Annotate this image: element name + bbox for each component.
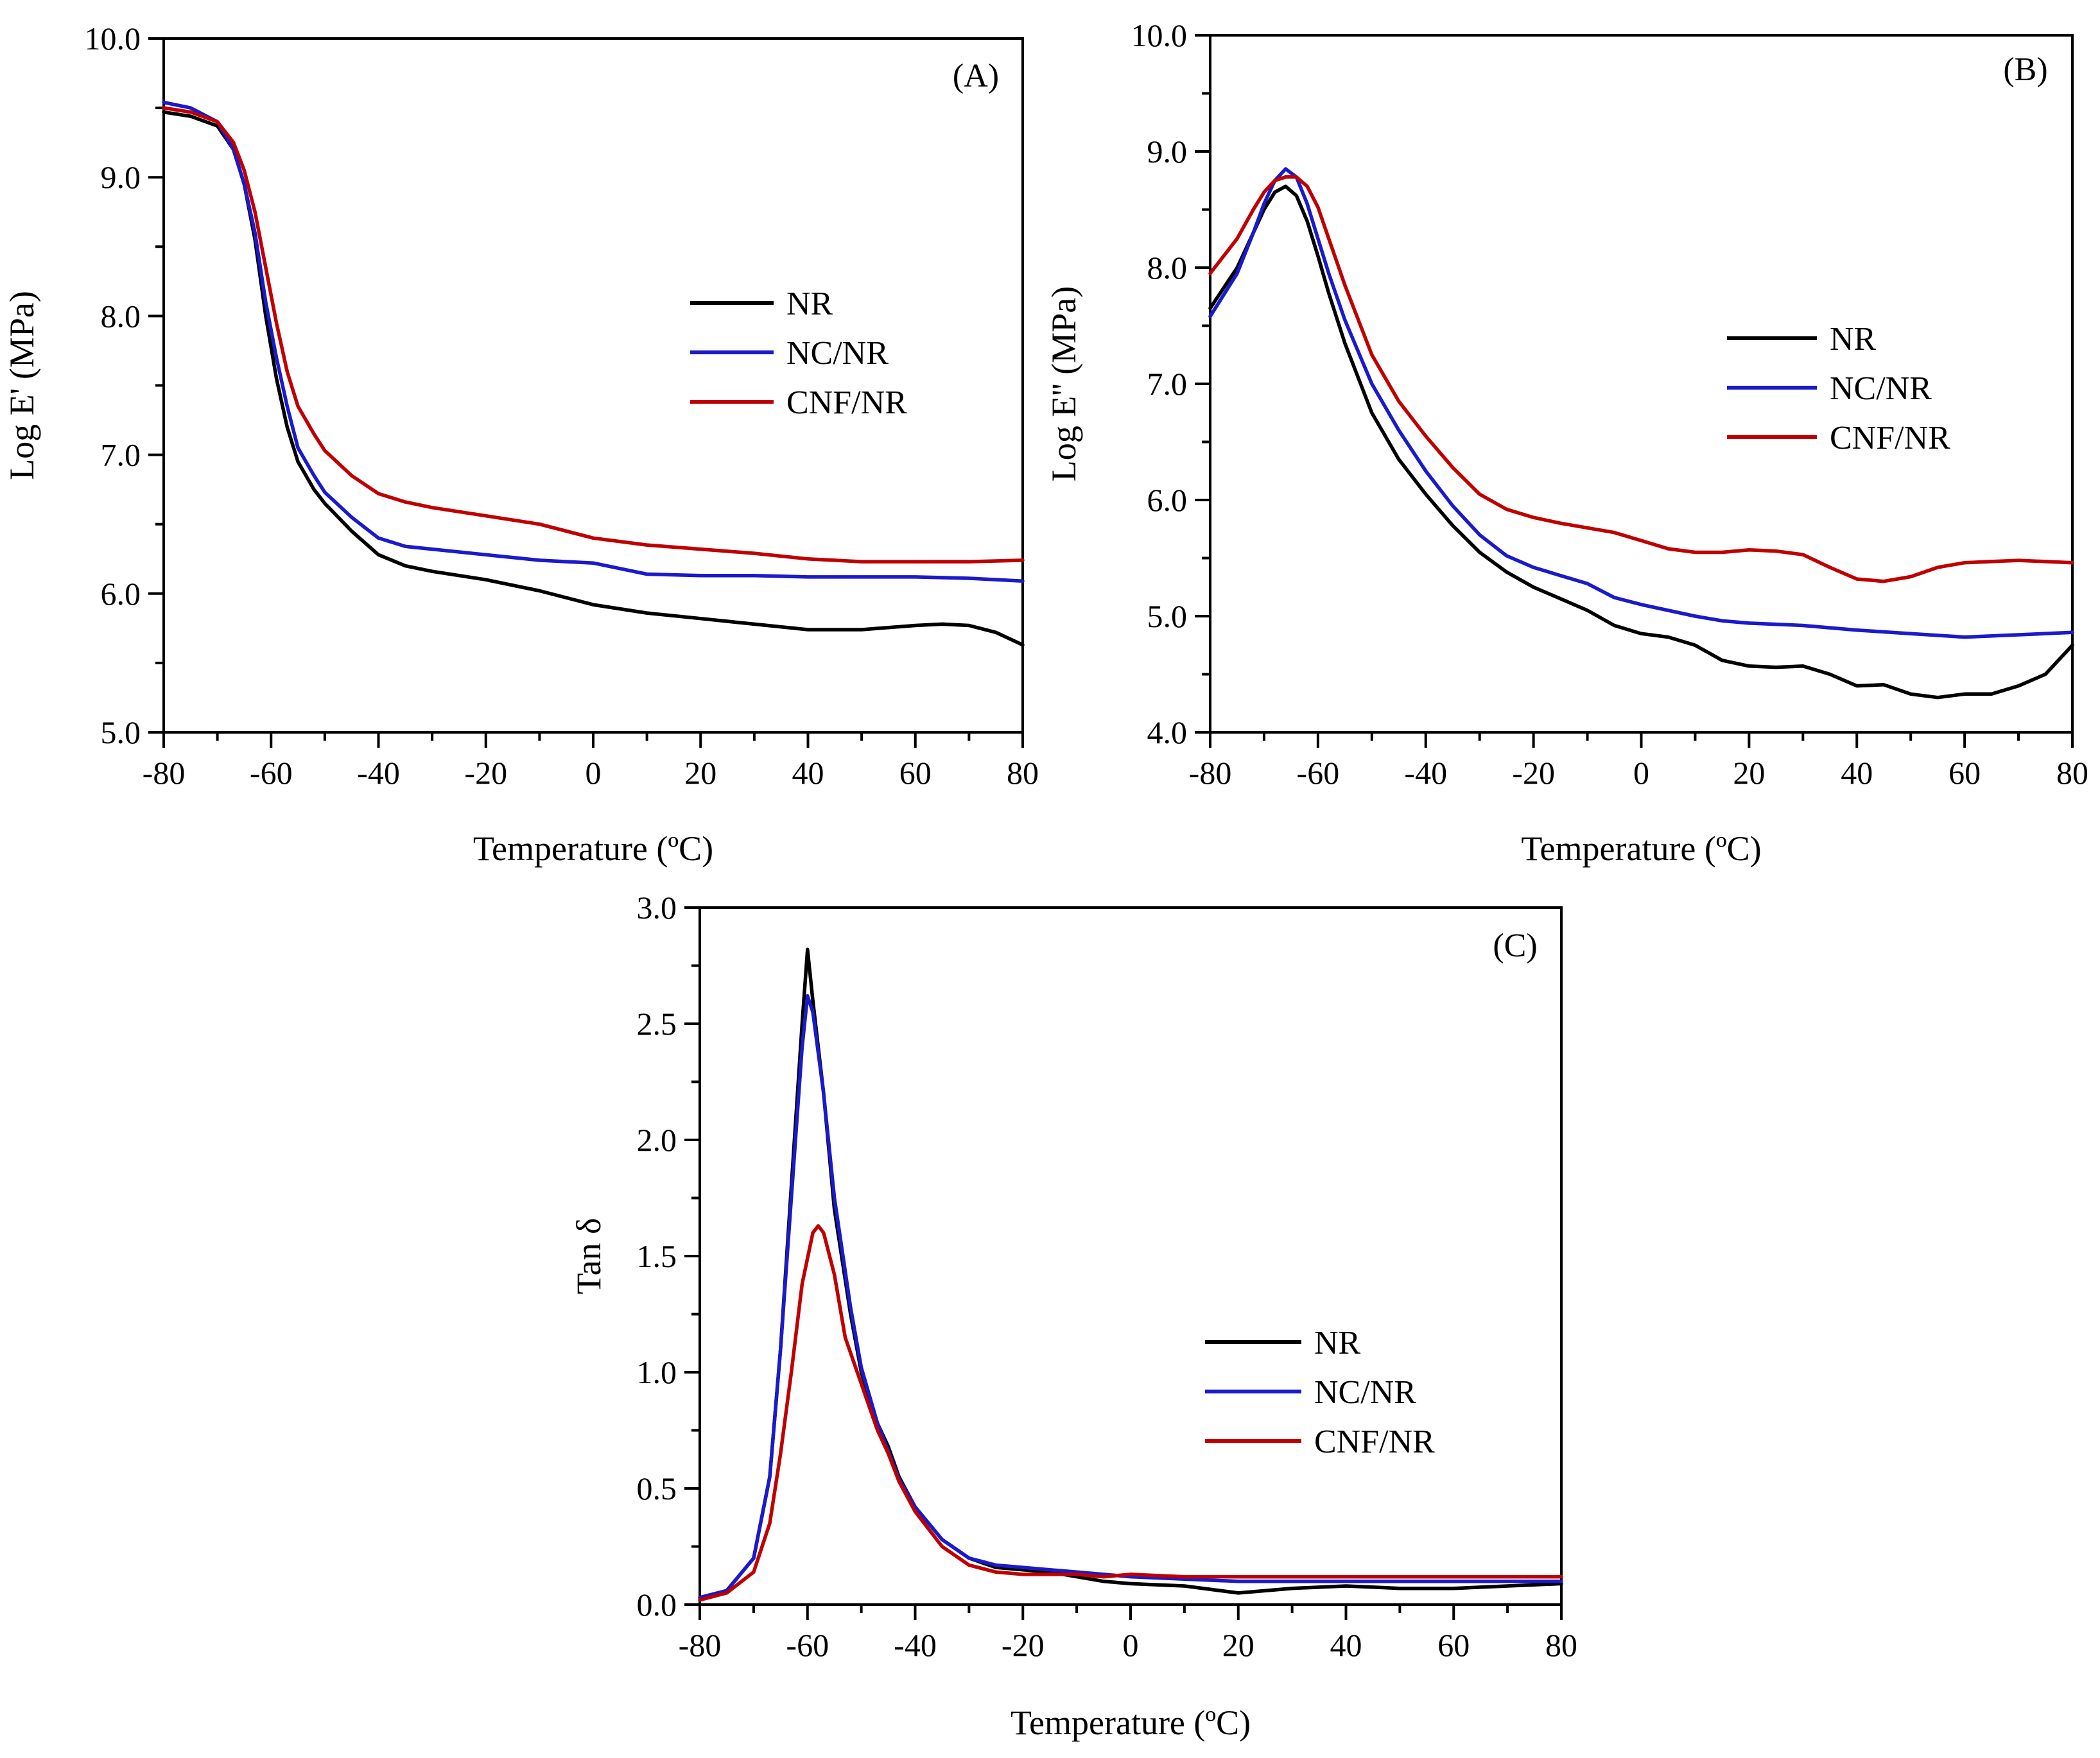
y-axis-title: Tan δ xyxy=(569,1218,608,1294)
y-tick-label: 8.0 xyxy=(1147,250,1188,286)
legend: NR NC/NR CNF/NR xyxy=(690,286,907,421)
legend-label: NR xyxy=(1830,321,1877,358)
x-axis-title: Temperature (ºC) xyxy=(1521,829,1761,868)
legend: NR NC/NR CNF/NR xyxy=(1727,321,1950,456)
y-tick-label: 9.0 xyxy=(101,159,141,195)
x-tick-label: 40 xyxy=(792,755,824,791)
legend-label: CNF/NR xyxy=(1314,1424,1435,1460)
x-tick-label: -40 xyxy=(894,1627,937,1663)
x-axis-title: Temperature (ºC) xyxy=(473,829,713,868)
legend-label: CNF/NR xyxy=(786,384,907,421)
x-tick-label: -40 xyxy=(357,755,400,791)
series-line-nr xyxy=(1208,184,2074,700)
y-tick-label: 2.0 xyxy=(637,1122,677,1158)
legend-label: NC/NR xyxy=(786,335,889,372)
x-axis-title: Temperature (ºC) xyxy=(1011,1703,1251,1742)
x-tick-label: 60 xyxy=(899,755,932,791)
y-tick-label: 0.5 xyxy=(637,1470,677,1506)
x-tick-label: 40 xyxy=(1841,755,1873,791)
y-axis-title: Log E' (MPa) xyxy=(3,291,41,480)
y-tick-label: 9.0 xyxy=(1147,134,1188,169)
y-tick-label: 1.5 xyxy=(637,1238,677,1274)
legend-label: NC/NR xyxy=(1830,370,1932,407)
y-tick-label: 3.0 xyxy=(637,890,677,926)
series-line-cnf-nr xyxy=(162,106,1025,564)
panel-label: (B) xyxy=(2003,51,2047,88)
y-tick-label: 4.0 xyxy=(1147,714,1188,750)
x-tick-label: 20 xyxy=(684,755,716,791)
x-tick-label: -60 xyxy=(250,755,293,791)
y-tick-label: 5.0 xyxy=(101,714,141,750)
x-tick-label: 60 xyxy=(1948,755,1981,791)
x-tick-label: 80 xyxy=(2056,755,2088,791)
legend-label: NR xyxy=(786,286,833,322)
x-tick-label: 20 xyxy=(1733,755,1765,791)
y-tick-label: 10.0 xyxy=(85,21,141,56)
x-tick-label: -20 xyxy=(464,755,507,791)
y-tick-label: 7.0 xyxy=(1147,366,1188,402)
y-tick-label: 6.0 xyxy=(101,576,141,612)
panel-b: -80 -60 -40 -20 0 20 40 60 80 4.0 5.0 6.0 7.0 8.0 9.0 1… xyxy=(1045,17,2088,868)
plot-frame xyxy=(1209,34,2074,734)
x-tick-label: 60 xyxy=(1437,1627,1470,1663)
x-tick-label: -80 xyxy=(679,1627,722,1663)
panel-c: -80 -60 -40 -20 0 20 40 60 80 0.0 0.5 1.0 1.5 2.0 2.5 3… xyxy=(569,890,1577,1742)
x-tick-label: -60 xyxy=(786,1627,829,1663)
panel-label: (C) xyxy=(1493,927,1537,964)
x-tick-label: -20 xyxy=(1512,755,1555,791)
series-line-cnf-nr xyxy=(1208,175,2074,583)
y-tick-label: 10.0 xyxy=(1131,17,1188,53)
x-tick-label: -80 xyxy=(143,755,186,791)
y-tick-label: 6.0 xyxy=(1147,482,1188,518)
x-tick-label: 20 xyxy=(1222,1627,1254,1663)
series-line-nc-nr xyxy=(1208,167,2074,639)
y-tick-label: 2.5 xyxy=(637,1006,677,1042)
x-tick-label: 80 xyxy=(1007,755,1039,791)
y-tick-label: 5.0 xyxy=(1147,598,1188,634)
legend-label: NR xyxy=(1314,1325,1361,1361)
x-tick-label: 0 xyxy=(1633,755,1649,791)
x-tick-label: -80 xyxy=(1189,755,1232,791)
x-tick-label: -60 xyxy=(1297,755,1340,791)
y-tick-label: 0.0 xyxy=(637,1587,677,1623)
x-tick-label: -40 xyxy=(1404,755,1447,791)
y-axis-title: Log E'' (MPa) xyxy=(1045,286,1083,481)
x-tick-label: 80 xyxy=(1545,1627,1577,1663)
legend: NR NC/NR CNF/NR xyxy=(1205,1325,1435,1460)
series-line-nr xyxy=(698,947,1563,1599)
series-line-nr xyxy=(162,110,1025,647)
series-line-nc-nr xyxy=(698,994,1563,1599)
y-tick-label: 1.0 xyxy=(637,1354,677,1390)
legend-label: CNF/NR xyxy=(1830,420,1950,456)
y-tick-label: 8.0 xyxy=(101,298,141,334)
x-tick-label: -20 xyxy=(1002,1627,1045,1663)
panel-label: (A) xyxy=(953,58,999,94)
series-line-nc-nr xyxy=(162,100,1025,583)
x-tick-label: 0 xyxy=(586,755,602,791)
y-tick-label: 7.0 xyxy=(101,437,141,473)
x-tick-label: 0 xyxy=(1123,1627,1139,1663)
panel-a: -80 -60 -40 -20 0 20 40 60 80 5.0 6.0 7.0 8.0 9.0 10.0… xyxy=(3,21,1039,868)
x-tick-label: 40 xyxy=(1330,1627,1362,1663)
legend-label: NC/NR xyxy=(1314,1374,1416,1411)
series-line-cnf-nr xyxy=(698,1224,1563,1602)
